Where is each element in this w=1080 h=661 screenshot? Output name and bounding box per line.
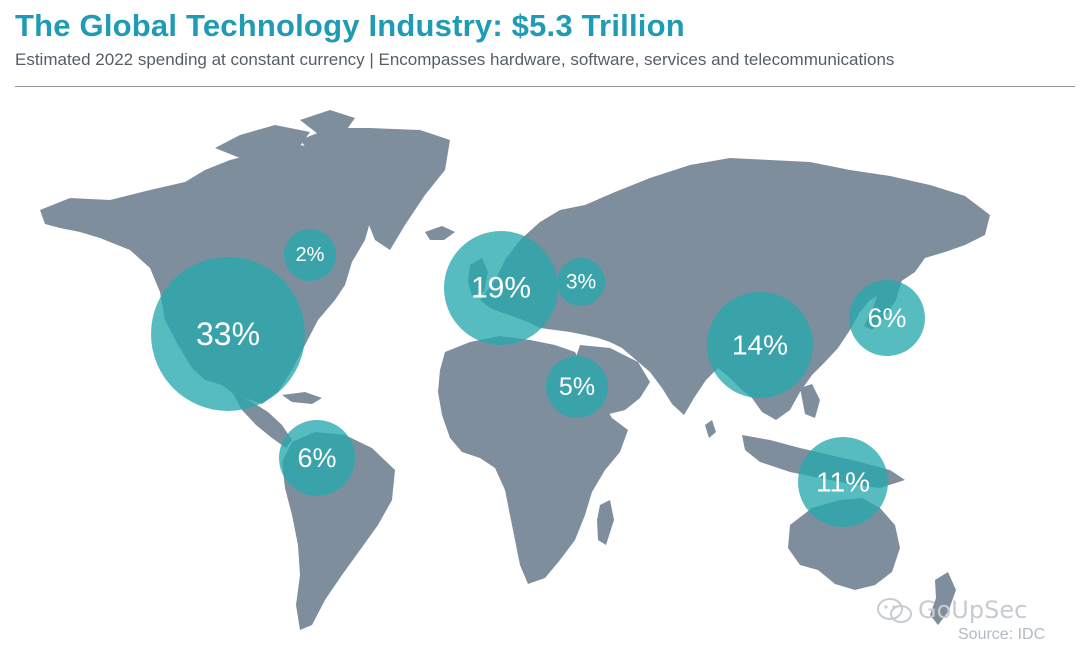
bubble-north-america: 33% (151, 257, 305, 411)
bubble-north-america-circle (151, 257, 305, 411)
page-title: The Global Technology Industry: $5.3 Tri… (15, 8, 685, 43)
bubble-middle-east-africa-label: 5% (559, 373, 595, 401)
bubble-central-eastern-europe-label: 3% (566, 271, 596, 294)
bubble-middle-east-africa: 5% (546, 356, 608, 418)
bubble-china: 14% (707, 292, 813, 398)
bubble-asia-pacific-label: 11% (816, 467, 870, 498)
source-note: Source: IDC (958, 626, 1046, 643)
watermark-text: GoUpSec (918, 596, 1028, 624)
bubble-central-eastern-europe-circle (557, 258, 605, 306)
arctic-islands-land (215, 125, 310, 158)
sri-lanka-land (705, 420, 716, 438)
caribbean-land (282, 392, 322, 404)
bubble-western-europe-label: 19% (471, 272, 531, 305)
header-divider (15, 86, 1075, 87)
bubble-canada-circle (284, 229, 336, 281)
bubble-asia-pacific-circle (798, 437, 888, 527)
bubble-japan: 6% (849, 280, 925, 356)
page-subtitle: Estimated 2022 spending at constant curr… (15, 50, 895, 69)
spending-bubbles: 33% 2% 6% 19% 3% 5% (151, 229, 925, 527)
bubble-north-america-label: 33% (196, 316, 260, 352)
bubble-asia-pacific: 11% (798, 437, 888, 527)
new-zealand-land (930, 572, 956, 625)
bubble-western-europe-circle (444, 231, 558, 345)
bubble-latin-america-circle (279, 420, 355, 496)
watermark: GoUpSec (876, 596, 1027, 625)
philippines-land (800, 384, 820, 418)
bubble-latin-america: 6% (279, 420, 355, 496)
iceland-land (425, 226, 455, 240)
bubble-china-label: 14% (732, 330, 788, 361)
wechat-icon (877, 598, 912, 623)
bubble-china-circle (707, 292, 813, 398)
bubble-japan-circle (849, 280, 925, 356)
bubble-canada: 2% (284, 229, 336, 281)
bubble-japan-label: 6% (867, 303, 906, 333)
bubble-western-europe: 19% (444, 231, 558, 345)
eurasia-land (480, 158, 990, 420)
bubble-latin-america-label: 6% (297, 443, 336, 473)
greenland-land (300, 128, 450, 250)
bubble-central-eastern-europe: 3% (557, 258, 605, 306)
bubble-middle-east-africa-circle (546, 356, 608, 418)
madagascar-land (597, 500, 614, 545)
bubble-canada-label: 2% (296, 244, 325, 266)
australia-land (788, 498, 900, 590)
